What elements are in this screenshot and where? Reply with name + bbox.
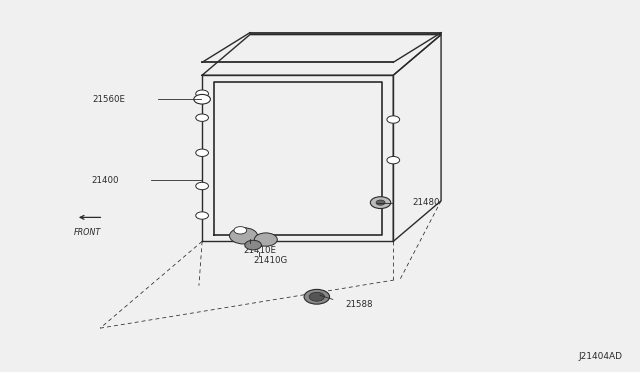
Text: 21588: 21588 (346, 300, 373, 309)
Text: FRONT: FRONT (74, 228, 101, 237)
Circle shape (387, 157, 399, 164)
Text: 21560E: 21560E (93, 95, 125, 104)
Text: 21400: 21400 (92, 176, 119, 185)
Circle shape (254, 233, 277, 246)
Circle shape (309, 292, 324, 301)
Text: 21410G: 21410G (253, 256, 287, 265)
Circle shape (387, 116, 399, 123)
Text: 21480: 21480 (412, 198, 440, 207)
Circle shape (230, 228, 257, 244)
Circle shape (371, 197, 391, 209)
Circle shape (196, 114, 209, 121)
Circle shape (196, 182, 209, 190)
Text: J21404AD: J21404AD (579, 352, 623, 361)
Circle shape (304, 289, 330, 304)
Circle shape (196, 212, 209, 219)
Circle shape (194, 94, 211, 104)
Circle shape (196, 90, 209, 97)
Circle shape (245, 240, 261, 250)
Circle shape (234, 227, 246, 234)
Circle shape (196, 149, 209, 157)
Circle shape (376, 200, 385, 205)
Text: 21410E: 21410E (244, 246, 276, 255)
